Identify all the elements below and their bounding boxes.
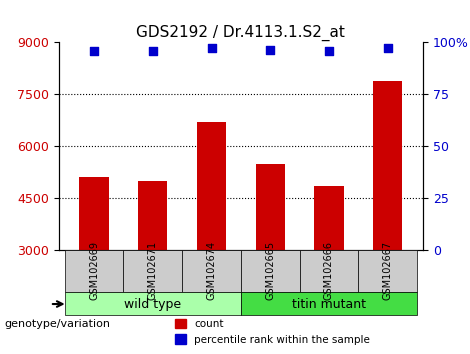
Text: GSM102665: GSM102665 bbox=[265, 241, 275, 301]
Bar bbox=[373, 81, 402, 250]
Text: wild type: wild type bbox=[124, 297, 181, 310]
FancyBboxPatch shape bbox=[241, 250, 300, 292]
FancyBboxPatch shape bbox=[182, 250, 241, 292]
Text: GSM102669: GSM102669 bbox=[89, 241, 99, 301]
Point bbox=[208, 45, 215, 51]
FancyBboxPatch shape bbox=[241, 292, 417, 315]
FancyBboxPatch shape bbox=[300, 250, 359, 292]
Legend: count, percentile rank within the sample: count, percentile rank within the sample bbox=[171, 315, 374, 349]
Point bbox=[90, 48, 98, 53]
Text: GSM102666: GSM102666 bbox=[324, 241, 334, 301]
FancyBboxPatch shape bbox=[65, 250, 123, 292]
Bar bbox=[197, 122, 226, 250]
Point bbox=[266, 47, 274, 53]
Text: GSM102671: GSM102671 bbox=[148, 241, 158, 301]
Title: GDS2192 / Dr.4113.1.S2_at: GDS2192 / Dr.4113.1.S2_at bbox=[136, 25, 345, 41]
Point bbox=[384, 45, 392, 51]
FancyBboxPatch shape bbox=[359, 250, 417, 292]
Bar bbox=[314, 186, 344, 250]
Bar bbox=[138, 181, 167, 250]
FancyBboxPatch shape bbox=[65, 292, 241, 315]
Text: genotype/variation: genotype/variation bbox=[5, 319, 111, 329]
Text: GSM102667: GSM102667 bbox=[383, 241, 393, 301]
Bar bbox=[79, 177, 109, 250]
FancyBboxPatch shape bbox=[123, 250, 182, 292]
Point bbox=[325, 48, 333, 53]
Bar bbox=[256, 164, 285, 250]
Point bbox=[149, 48, 157, 53]
Text: titin mutant: titin mutant bbox=[292, 297, 366, 310]
Text: GSM102674: GSM102674 bbox=[206, 241, 217, 301]
